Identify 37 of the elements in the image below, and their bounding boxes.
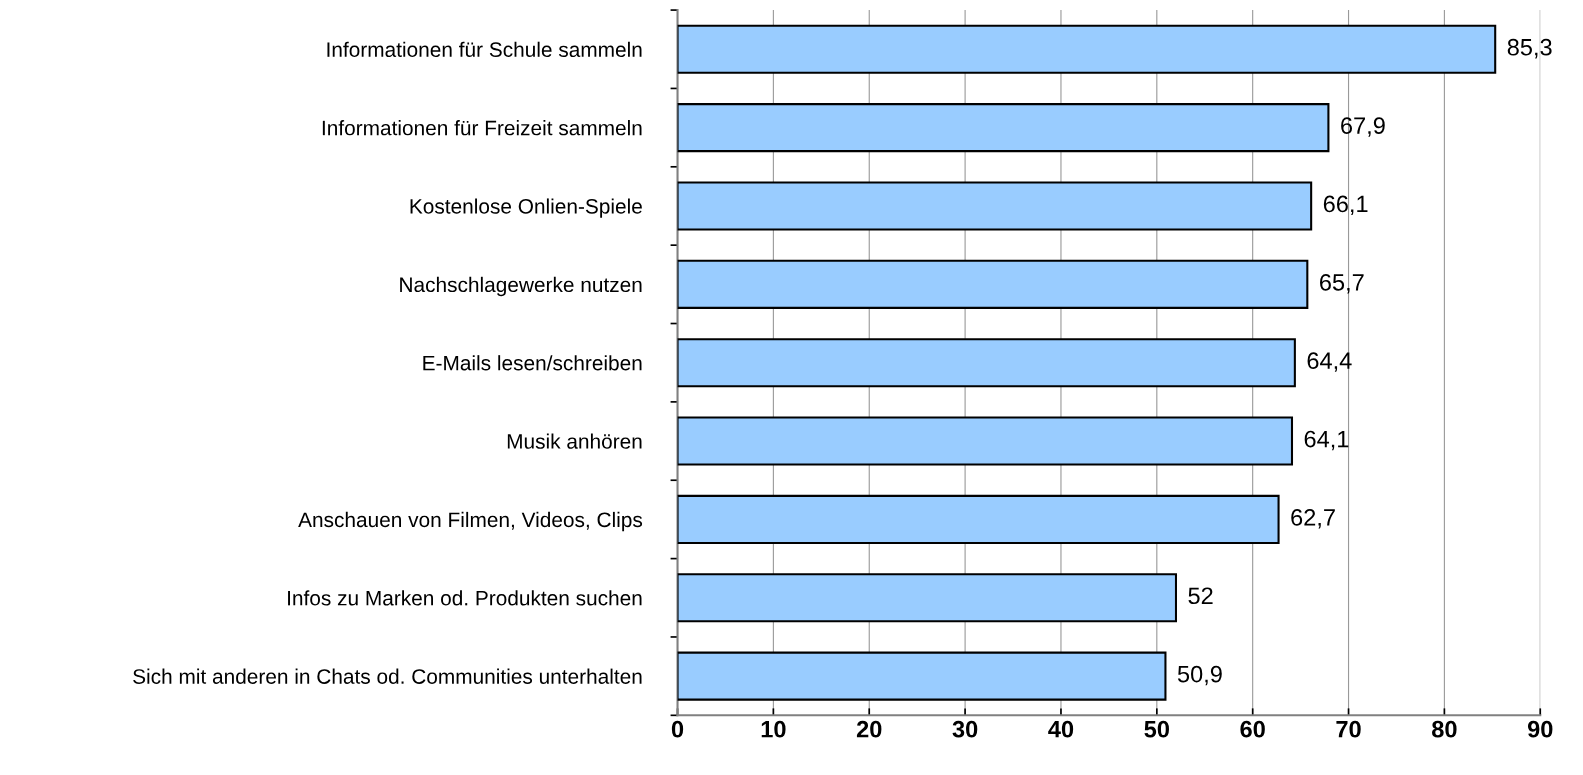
x-tick-label: 10 — [761, 720, 786, 738]
bar — [677, 573, 1178, 623]
x-tick-label: 0 — [671, 720, 684, 738]
x-tick-label: 20 — [856, 720, 882, 738]
x-tick-label: 30 — [952, 720, 978, 738]
y-tick-label: Informationen für Freizeit sammeln — [322, 120, 642, 136]
data-label: 66,1 — [1323, 195, 1368, 216]
y-tick-label: Nachschlagewerke nutzen — [400, 276, 642, 297]
x-tick-label: 40 — [1048, 720, 1074, 738]
data-label: 62,7 — [1291, 509, 1335, 529]
x-tick-label: 70 — [1336, 720, 1361, 738]
data-label: 67,9 — [1341, 117, 1385, 137]
y-tick-label: Anschauen von Filmen, Videos, Clips — [298, 511, 643, 532]
y-tick-label: Musik anhören — [507, 433, 642, 449]
bar — [677, 338, 1296, 388]
x-tick-label: 90 — [1527, 720, 1553, 738]
data-label: 50,9 — [1177, 665, 1222, 686]
data-label: 64,1 — [1304, 430, 1349, 451]
bar — [677, 651, 1167, 701]
y-tick-label: E-Mails lesen/schreiben — [423, 355, 642, 371]
data-label: 65,7 — [1320, 273, 1364, 294]
bar — [677, 181, 1313, 231]
y-tick-label: Kostenlose Onlien-Spiele — [410, 198, 642, 218]
bar — [677, 24, 1497, 74]
y-tick-label: Sich mit anderen in Chats od. Communities unterhalten — [133, 668, 642, 684]
x-tick-label: 60 — [1240, 720, 1265, 738]
data-label: 52 — [1188, 587, 1213, 605]
x-tick-label: 50 — [1144, 720, 1169, 738]
data-label: 64,4 — [1307, 352, 1352, 372]
y-tick-label: Infos zu Marken od. Produkten suchen — [288, 590, 642, 606]
data-label: 85,3 — [1507, 38, 1552, 59]
bar — [677, 416, 1294, 466]
bar — [677, 494, 1280, 544]
x-tick-label: 80 — [1432, 720, 1457, 738]
bar — [677, 103, 1330, 153]
bar — [677, 259, 1309, 309]
y-tick-label: Informationen für Schule sammeln — [327, 41, 642, 58]
